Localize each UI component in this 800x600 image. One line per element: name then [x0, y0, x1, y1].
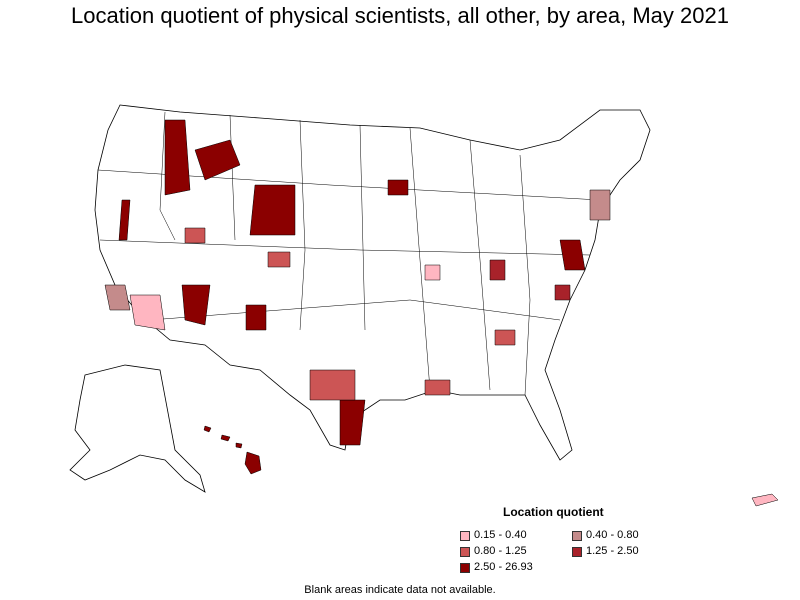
- legend-label: 0.15 - 0.40: [474, 529, 527, 541]
- contiguous-us: [94, 104, 651, 461]
- alaska: [69, 364, 206, 493]
- legend-label: 0.80 - 1.25: [474, 545, 527, 557]
- legend-item: 0.80 - 1.25: [460, 545, 527, 558]
- map-title: Location quotient of physical scientists…: [71, 3, 729, 28]
- hawaii: [203, 425, 262, 475]
- footnote: Blank areas indicate data not available.: [304, 584, 496, 596]
- legend-label: 1.25 - 2.50: [586, 545, 639, 557]
- legend-label: 0.40 - 0.80: [586, 529, 639, 541]
- legend-item: 1.25 - 2.50: [572, 545, 639, 558]
- area-shading: [104, 119, 611, 446]
- legend-swatch: [460, 530, 470, 541]
- legend-item: 0.15 - 0.40: [460, 529, 527, 542]
- legend-swatch: [572, 530, 582, 541]
- legend-swatch: [572, 546, 582, 557]
- legend-label: 2.50 - 26.93: [474, 561, 533, 573]
- legend-item: 0.40 - 0.80: [572, 529, 639, 542]
- legend-swatch: [460, 546, 470, 557]
- legend-title: Location quotient: [503, 505, 604, 519]
- legend-item: 2.50 - 26.93: [460, 561, 533, 574]
- us-outline: [94, 104, 651, 461]
- puerto-rico: [751, 493, 779, 507]
- legend-swatch: [460, 562, 470, 573]
